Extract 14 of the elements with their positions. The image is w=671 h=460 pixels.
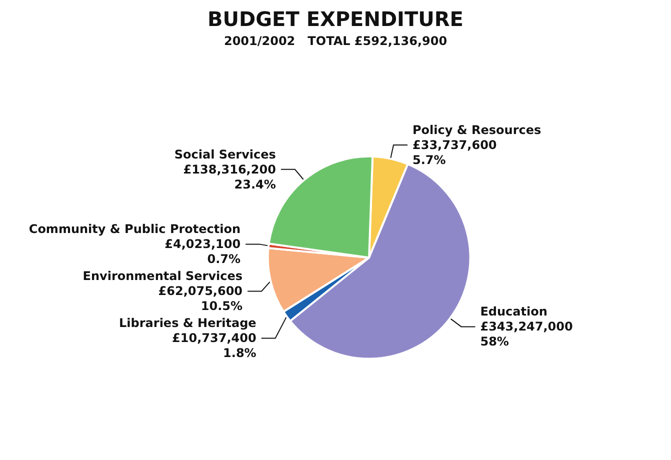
data-label: £138,316,200 23.4% [183,162,276,192]
chart-subtitle: 2001/2002 TOTAL £592,136,900 [224,34,448,48]
slice-label: Environmental Services [82,269,243,284]
slice-label: Community & Public Protection [28,222,241,236]
slice-label: Education [480,304,548,319]
chart-title: BUDGET EXPENDITURE [208,7,464,31]
data-label: £4,023,100 0.7% [164,237,241,266]
data-label: £62,075,600 10.5% [158,284,243,314]
slice-label: Policy & Resources [412,123,542,138]
data-label: £33,737,600 5.7% [412,138,497,168]
slice-label: Social Services [174,147,276,162]
data-label: £343,247,000 58% [480,320,573,349]
slice-label: Libraries & Heritage [119,316,256,330]
data-label: £10,737,400 1.8% [172,331,256,360]
